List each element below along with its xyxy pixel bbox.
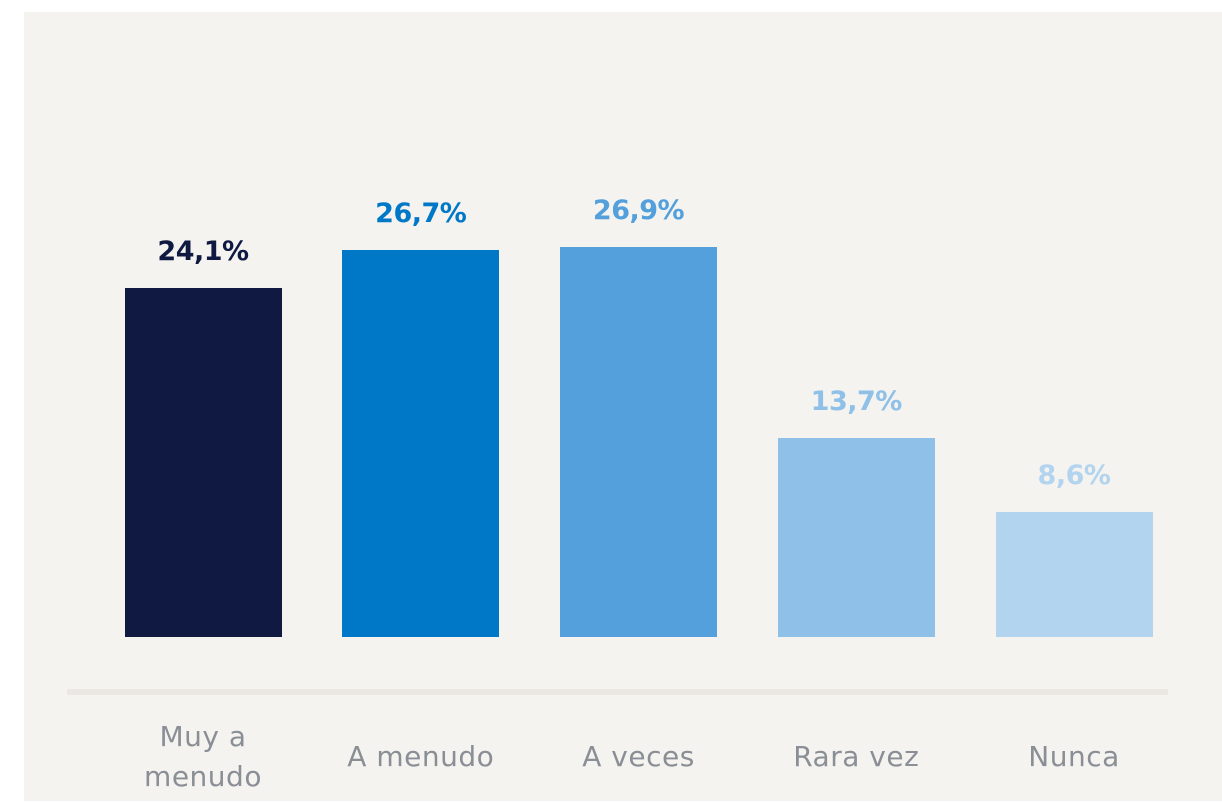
bar: [995, 512, 1153, 637]
value-label: 24,1%: [157, 235, 249, 267]
value-label: 8,6%: [1037, 460, 1111, 492]
value-label: 26,7%: [375, 197, 467, 229]
category-label: A veces: [582, 740, 695, 773]
value-label: 13,7%: [810, 386, 903, 418]
category-label: A menudo: [347, 740, 495, 773]
category-label: Nunca: [1028, 740, 1120, 773]
bar: [560, 246, 717, 637]
category-label: Rara vez: [793, 740, 920, 773]
value-label: 26,9%: [592, 194, 685, 226]
bar: [342, 249, 500, 637]
category-label: Muy a menudo: [144, 720, 262, 793]
baseline: [67, 689, 1168, 695]
bar: [124, 287, 282, 637]
bar: [777, 438, 935, 637]
